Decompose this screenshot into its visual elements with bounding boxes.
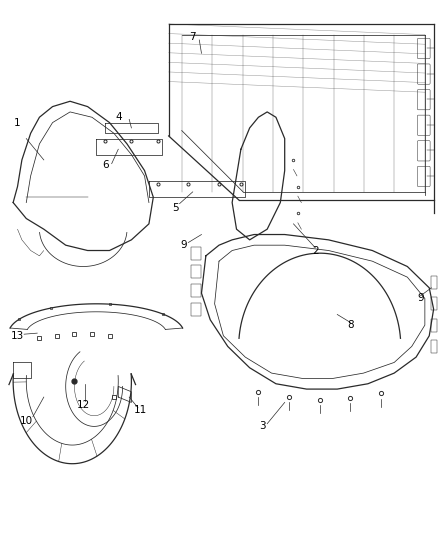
Text: 6: 6 <box>102 160 109 170</box>
Bar <box>191 284 201 297</box>
Bar <box>191 303 201 316</box>
Text: 1: 1 <box>14 118 21 127</box>
Text: 7: 7 <box>189 33 196 42</box>
Bar <box>431 319 437 332</box>
Text: 3: 3 <box>259 422 266 431</box>
Text: 4: 4 <box>115 112 122 122</box>
Text: 12: 12 <box>77 400 90 410</box>
Bar <box>431 276 437 289</box>
Text: 11: 11 <box>134 406 147 415</box>
Bar <box>191 265 201 278</box>
Bar <box>431 297 437 310</box>
Bar <box>191 247 201 260</box>
Text: 13: 13 <box>11 331 24 341</box>
Text: 5: 5 <box>172 203 179 213</box>
Bar <box>431 340 437 353</box>
Text: 8: 8 <box>347 320 354 330</box>
Text: 9: 9 <box>417 294 424 303</box>
Text: 10: 10 <box>20 416 33 426</box>
Text: 2: 2 <box>312 246 319 255</box>
Text: 9: 9 <box>180 240 187 250</box>
